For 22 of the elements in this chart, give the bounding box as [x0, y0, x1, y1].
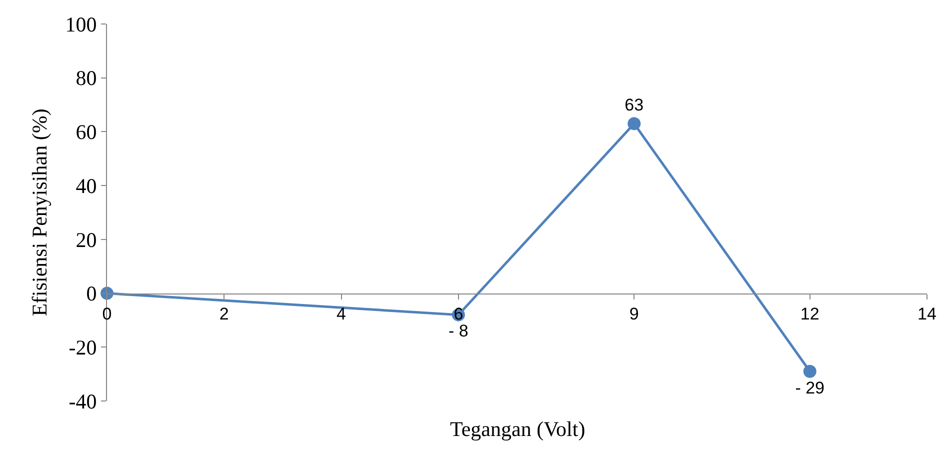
point: [803, 364, 816, 378]
x-axis-title: Tegangan (Volt): [450, 417, 586, 441]
y-tick-label: -20: [68, 335, 97, 360]
x-tick-label: 12: [800, 304, 820, 324]
x-tick-label: 9: [629, 304, 639, 324]
y-tick-label: -40: [68, 389, 97, 414]
y-tick-label: 80: [76, 66, 97, 90]
x-tick-label: 6: [454, 304, 464, 324]
y-tick-label: 0: [86, 282, 97, 306]
y-tick-label: 40: [76, 174, 97, 198]
data-label: 63: [624, 95, 644, 114]
x-tick-label: 0: [102, 304, 112, 324]
y-tick-label: 100: [65, 12, 97, 36]
data-label: - 29: [795, 378, 825, 398]
y-axis-title: Efisiensi Penyisihan (%): [27, 108, 52, 316]
y-tick-label: 60: [76, 120, 97, 144]
data-label: - 8: [448, 322, 468, 341]
x-tick-label: 2: [219, 304, 229, 324]
x-tick-label: 14: [918, 304, 936, 324]
y-tick-label: 20: [76, 228, 97, 252]
x-tick-label: 4: [336, 304, 346, 324]
point: [628, 117, 641, 130]
